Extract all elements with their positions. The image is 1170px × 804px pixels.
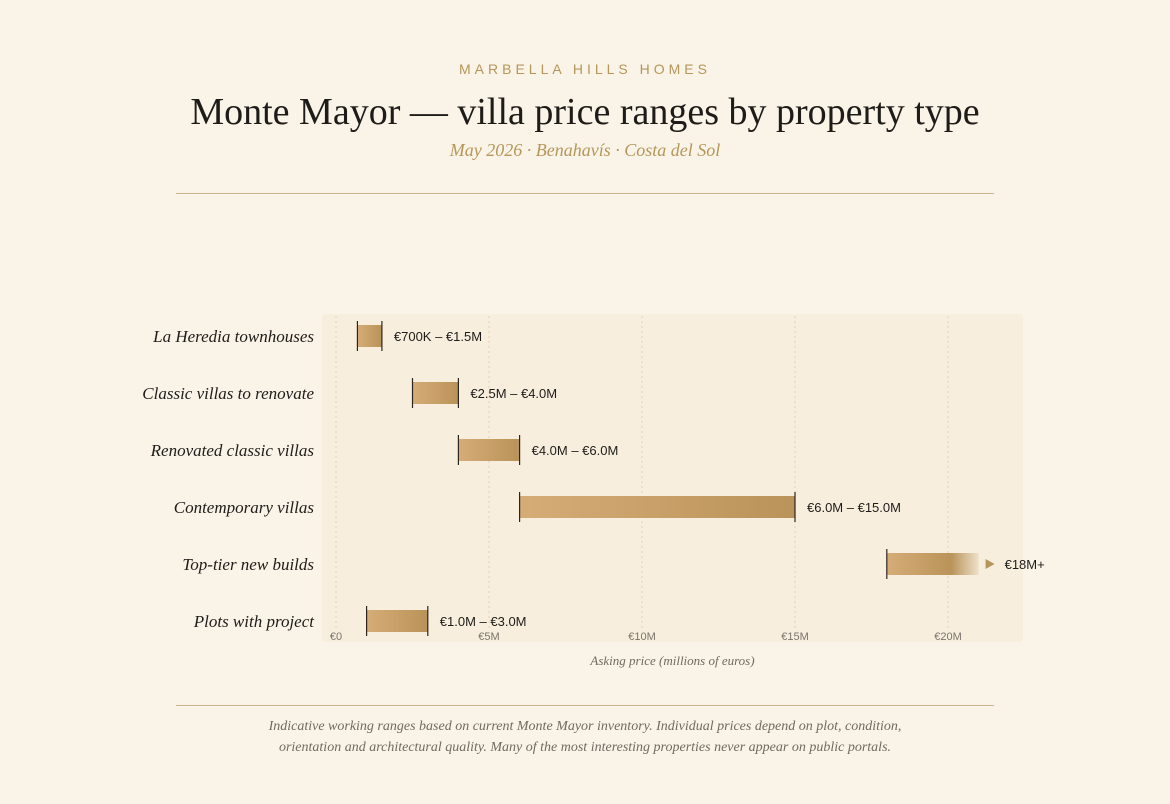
category-label: Contemporary villas (174, 498, 315, 517)
range-bar (519, 496, 795, 518)
plot-area (322, 314, 1023, 642)
x-tick-label: €20M (934, 631, 962, 643)
page-title: Monte Mayor — villa price ranges by prop… (190, 91, 980, 133)
x-tick-label: €0 (330, 631, 342, 643)
category-label: Classic villas to renovate (142, 384, 314, 403)
range-value-label: €2.5M – €4.0M (470, 386, 557, 401)
range-bar (357, 325, 382, 347)
range-value-label: €6.0M – €15.0M (807, 500, 901, 515)
x-tick-label: €10M (628, 631, 656, 643)
footnote-line-2: orientation and architectural quality. M… (278, 740, 892, 755)
range-value-label: €4.0M – €6.0M (532, 443, 619, 458)
range-labels: €700K – €1.5M €2.5M – €4.0M €4.0M – €6.0M €… (394, 329, 1045, 629)
category-label: Top-tier new builds (182, 555, 314, 574)
footnote: Indicative working ranges based on curre… (235, 716, 935, 758)
brand-name: MARBELLA HILLS HOMES (459, 61, 711, 77)
x-axis-ticks: €0 €5M €10M €15M €20M (330, 631, 962, 643)
page-subtitle: May 2026 · Benahavís · Costa del Sol (449, 140, 721, 160)
footnote-line-1: Indicative working ranges based on curre… (268, 719, 902, 734)
grid-lines (335, 316, 949, 628)
range-bars (356, 321, 995, 636)
x-axis-title: Asking price (millions of euros) (589, 653, 754, 668)
range-bar (412, 382, 459, 404)
range-bar (366, 610, 428, 632)
range-bar (886, 553, 979, 575)
open-ended-arrow (985, 559, 995, 569)
category-label: La Heredia townhouses (152, 327, 314, 346)
range-value-label: €700K – €1.5M (394, 329, 482, 344)
category-label: Plots with project (193, 612, 316, 631)
category-labels: La Heredia townhouses Classic villas to r… (142, 327, 315, 631)
range-bar (458, 439, 520, 461)
x-tick-label: €5M (478, 631, 499, 643)
bottom-divider (176, 705, 994, 706)
range-value-label: €1.0M – €3.0M (440, 614, 527, 629)
category-label: Renovated classic villas (150, 441, 315, 460)
range-value-label: €18M+ (1005, 557, 1045, 572)
x-tick-label: €15M (781, 631, 809, 643)
top-divider (176, 193, 994, 194)
